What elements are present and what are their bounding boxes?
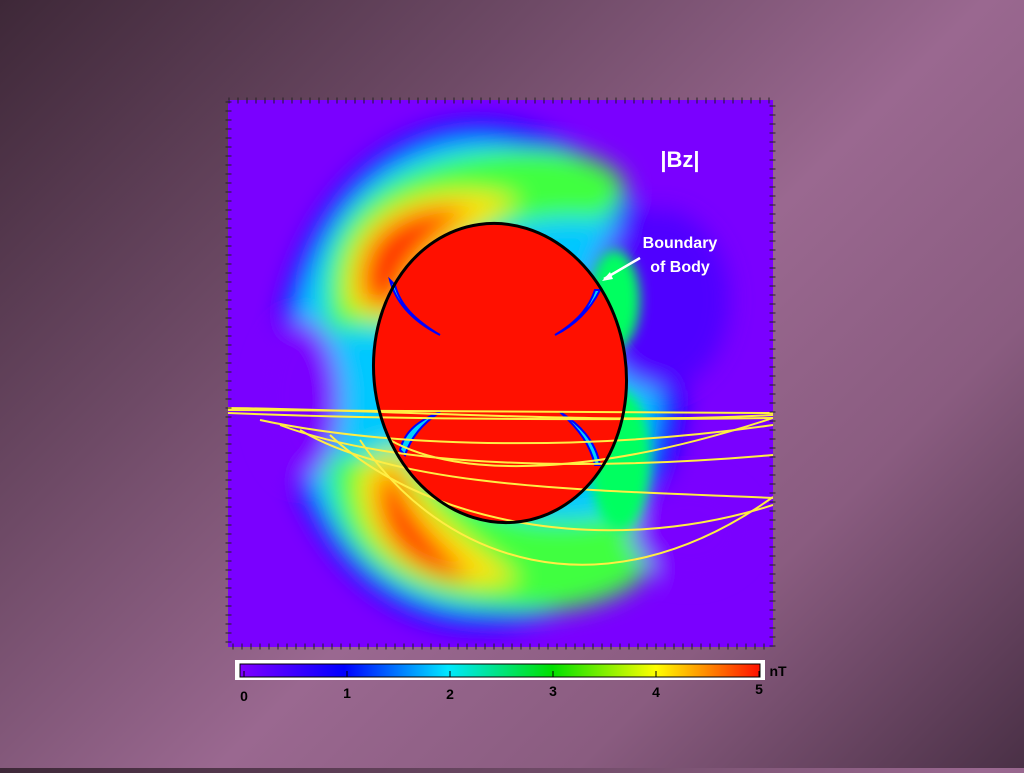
plot-title: |Bz| xyxy=(660,147,699,172)
colorbar-tick-label: 0 xyxy=(240,688,248,704)
field-image xyxy=(228,100,773,647)
annotation: Boundary xyxy=(643,235,718,252)
colorbar-tick-label: 4 xyxy=(652,684,660,700)
annotation: of Body xyxy=(650,259,710,276)
colorbar-tick-label: 3 xyxy=(549,683,557,699)
colorbar-tick-label: 5 xyxy=(755,681,763,697)
colorbar-tick-label: 2 xyxy=(446,686,454,702)
colorbar-tick-label: 1 xyxy=(343,685,351,701)
colorbar-unit: nT xyxy=(769,663,787,679)
colorbar xyxy=(239,663,761,678)
annotation-arrowhead xyxy=(602,272,613,281)
